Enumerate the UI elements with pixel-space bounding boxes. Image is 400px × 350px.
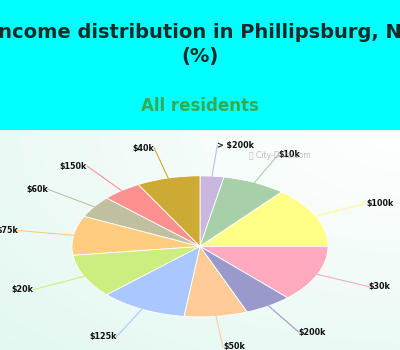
Text: $100k: $100k [366, 199, 394, 208]
Wedge shape [184, 246, 247, 317]
Wedge shape [107, 184, 200, 246]
Text: $10k: $10k [278, 150, 300, 159]
Text: $75k: $75k [0, 226, 18, 235]
Wedge shape [107, 246, 200, 316]
Wedge shape [84, 198, 200, 246]
Text: $150k: $150k [60, 162, 87, 171]
Text: ⓘ City-Data.com: ⓘ City-Data.com [249, 152, 311, 160]
Wedge shape [72, 216, 200, 255]
Text: $200k: $200k [298, 328, 326, 336]
Text: Income distribution in Phillipsburg, NJ
(%): Income distribution in Phillipsburg, NJ … [0, 23, 400, 66]
Wedge shape [200, 246, 328, 298]
Wedge shape [200, 176, 224, 246]
Wedge shape [200, 246, 288, 312]
Text: $20k: $20k [12, 285, 34, 294]
Text: > $200k: > $200k [217, 141, 254, 150]
Wedge shape [200, 177, 282, 246]
Text: $60k: $60k [26, 185, 48, 194]
Wedge shape [73, 246, 200, 295]
Wedge shape [200, 192, 328, 246]
Text: $50k: $50k [223, 343, 245, 350]
Wedge shape [138, 176, 200, 246]
Text: $30k: $30k [369, 282, 391, 291]
Text: $125k: $125k [89, 332, 116, 341]
Text: All residents: All residents [141, 97, 259, 115]
Text: $40k: $40k [132, 144, 154, 153]
